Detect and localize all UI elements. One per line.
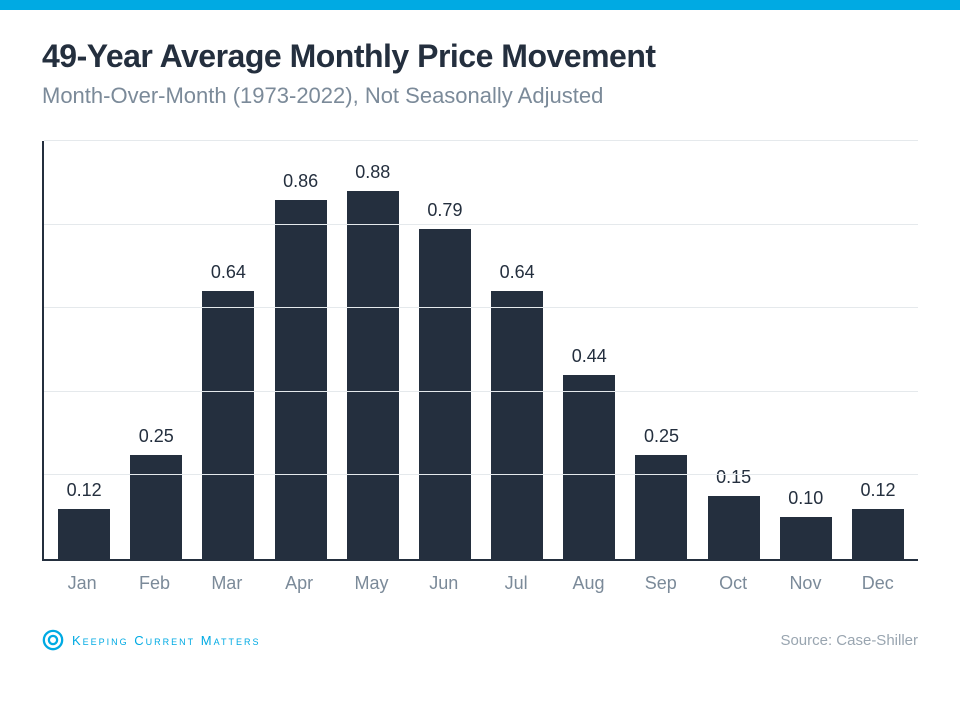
bar	[563, 375, 615, 559]
gridline	[44, 307, 918, 308]
x-axis-label: Feb	[118, 561, 190, 605]
brand: Keeping Current Matters	[42, 629, 260, 651]
x-axis-label: Apr	[263, 561, 335, 605]
bar-value-label: 0.44	[572, 346, 607, 367]
bar-column: 0.12	[842, 141, 914, 559]
bar	[491, 291, 543, 559]
top-accent-bar	[0, 0, 960, 10]
bar-value-label: 0.88	[355, 162, 390, 183]
bar	[58, 509, 110, 559]
bar-column: 0.64	[192, 141, 264, 559]
bar-column: 0.12	[48, 141, 120, 559]
x-axis-label: Sep	[625, 561, 697, 605]
bar-value-label: 0.86	[283, 171, 318, 192]
x-axis-label: Jun	[408, 561, 480, 605]
bar-column: 0.79	[409, 141, 481, 559]
x-axis-label: Mar	[191, 561, 263, 605]
bar	[780, 517, 832, 559]
chart-subtitle: Month-Over-Month (1973-2022), Not Season…	[42, 83, 918, 109]
bar-column: 0.44	[553, 141, 625, 559]
x-axis-label: Oct	[697, 561, 769, 605]
gridline	[44, 391, 918, 392]
x-axis-label: Jan	[46, 561, 118, 605]
x-axis-labels: JanFebMarAprMayJunJulAugSepOctNovDec	[42, 561, 918, 605]
source-attribution: Source: Case-Shiller	[780, 632, 918, 649]
bar-value-label: 0.79	[427, 200, 462, 221]
x-axis-label: Dec	[842, 561, 914, 605]
x-axis-label: May	[335, 561, 407, 605]
chart-title: 49-Year Average Monthly Price Movement	[42, 38, 918, 75]
bar-column: 0.25	[120, 141, 192, 559]
bar-column: 0.25	[625, 141, 697, 559]
bar	[347, 191, 399, 559]
bar	[275, 200, 327, 559]
bar-column: 0.10	[770, 141, 842, 559]
bar-value-label: 0.64	[211, 262, 246, 283]
bar-value-label: 0.15	[716, 467, 751, 488]
bar-value-label: 0.12	[67, 480, 102, 501]
bar	[419, 229, 471, 559]
bars-row: 0.12 0.25 0.64 0.86 0.88 0.79 0.64 0.44 0.25 0.15…	[44, 141, 918, 559]
bar-value-label: 0.12	[860, 480, 895, 501]
content-container: 49-Year Average Monthly Price Movement M…	[0, 10, 960, 623]
bar-value-label: 0.64	[500, 262, 535, 283]
gridline	[44, 140, 918, 141]
bar	[708, 496, 760, 559]
bar	[130, 455, 182, 560]
bar-value-label: 0.25	[644, 426, 679, 447]
bar-column: 0.64	[481, 141, 553, 559]
gridline	[44, 224, 918, 225]
bar-column: 0.86	[265, 141, 337, 559]
bar-column: 0.88	[337, 141, 409, 559]
chart-area: 0.12 0.25 0.64 0.86 0.88 0.79 0.64 0.44 0.25 0.15…	[42, 141, 918, 605]
bar	[852, 509, 904, 559]
plot-area: 0.12 0.25 0.64 0.86 0.88 0.79 0.64 0.44 0.25 0.15…	[42, 141, 918, 561]
brand-logo-icon	[42, 629, 64, 651]
bar-value-label: 0.10	[788, 488, 823, 509]
gridline	[44, 474, 918, 475]
bar-column: 0.15	[698, 141, 770, 559]
bar-value-label: 0.25	[139, 426, 174, 447]
bar	[635, 455, 687, 560]
brand-text: Keeping Current Matters	[72, 633, 260, 648]
x-axis-label: Jul	[480, 561, 552, 605]
footer: Keeping Current Matters Source: Case-Shi…	[0, 623, 960, 651]
x-axis-label: Nov	[769, 561, 841, 605]
bar	[202, 291, 254, 559]
x-axis-label: Aug	[552, 561, 624, 605]
